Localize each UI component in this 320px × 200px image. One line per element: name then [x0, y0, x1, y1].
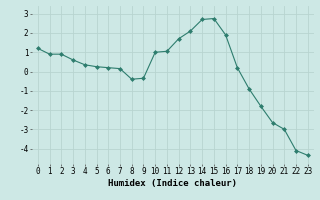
X-axis label: Humidex (Indice chaleur): Humidex (Indice chaleur) — [108, 179, 237, 188]
